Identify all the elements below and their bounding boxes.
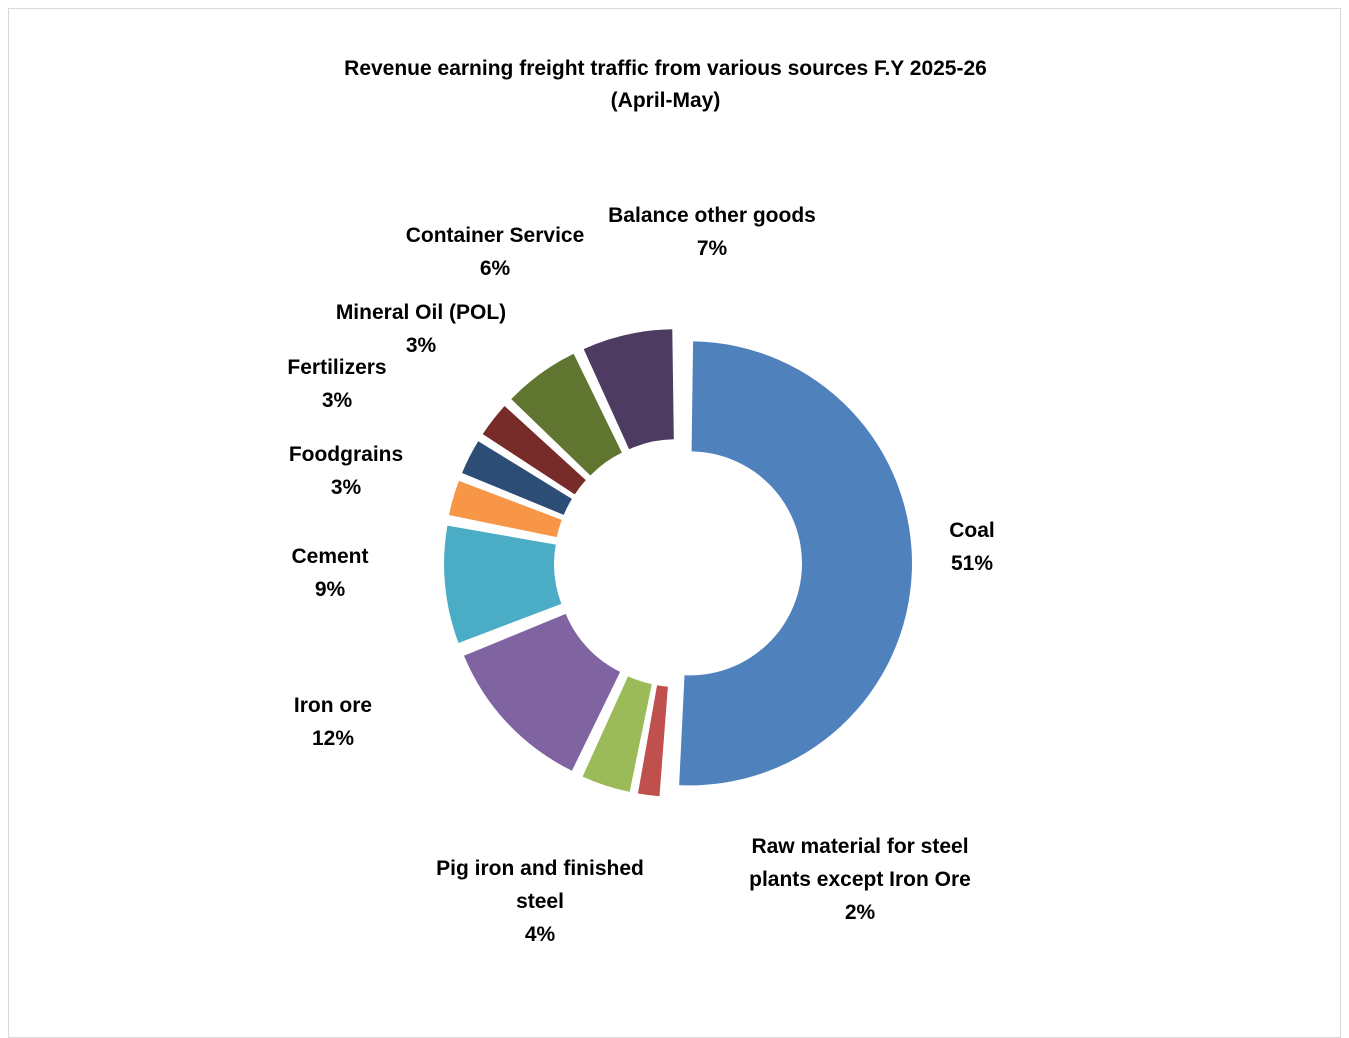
slice-labels: Coal 51% Raw material for steel plants exce… xyxy=(287,204,994,946)
label-coal: Coal 51% xyxy=(949,519,995,575)
label-pig-iron-and-finished-steel: Pig iron and finished steel 4% xyxy=(436,857,644,946)
label-fertilizers: Fertilizers 3% xyxy=(287,356,386,412)
label-cement: Cement 9% xyxy=(291,545,368,601)
slice-pig-iron-and-finished-steel xyxy=(582,676,652,792)
label-foodgrains: Foodgrains 3% xyxy=(289,443,403,499)
slice-coal xyxy=(679,341,912,786)
slice-mineral-oil-pol xyxy=(482,405,586,495)
slice-fertilizers xyxy=(462,441,572,515)
slice-balance-other-goods xyxy=(583,329,674,450)
label-iron-ore: Iron ore 12% xyxy=(294,694,372,750)
donut-slices xyxy=(444,329,912,797)
slice-foodgrains xyxy=(449,480,562,538)
chart-subtitle: (April-May) xyxy=(610,89,721,112)
chart-title-block: Revenue earning freight traffic from var… xyxy=(9,53,1322,117)
label-mineral-oil-pol: Mineral Oil (POL) 3% xyxy=(336,301,506,357)
chart-frame: Revenue earning freight traffic from var… xyxy=(8,8,1341,1038)
slice-raw-material-for-steel-plants-except-iron-ore xyxy=(637,685,668,797)
slice-cement xyxy=(444,525,562,643)
chart-title: Revenue earning freight traffic from var… xyxy=(344,57,987,80)
label-raw-material-for-steel-plants-except-iron-ore: Raw material for steel plants except Iron… xyxy=(749,835,971,924)
slice-container-service xyxy=(511,353,622,476)
slice-iron-ore xyxy=(464,613,621,771)
label-balance-other-goods: Balance other goods 7% xyxy=(608,204,816,260)
label-container-service: Container Service 6% xyxy=(406,224,585,280)
